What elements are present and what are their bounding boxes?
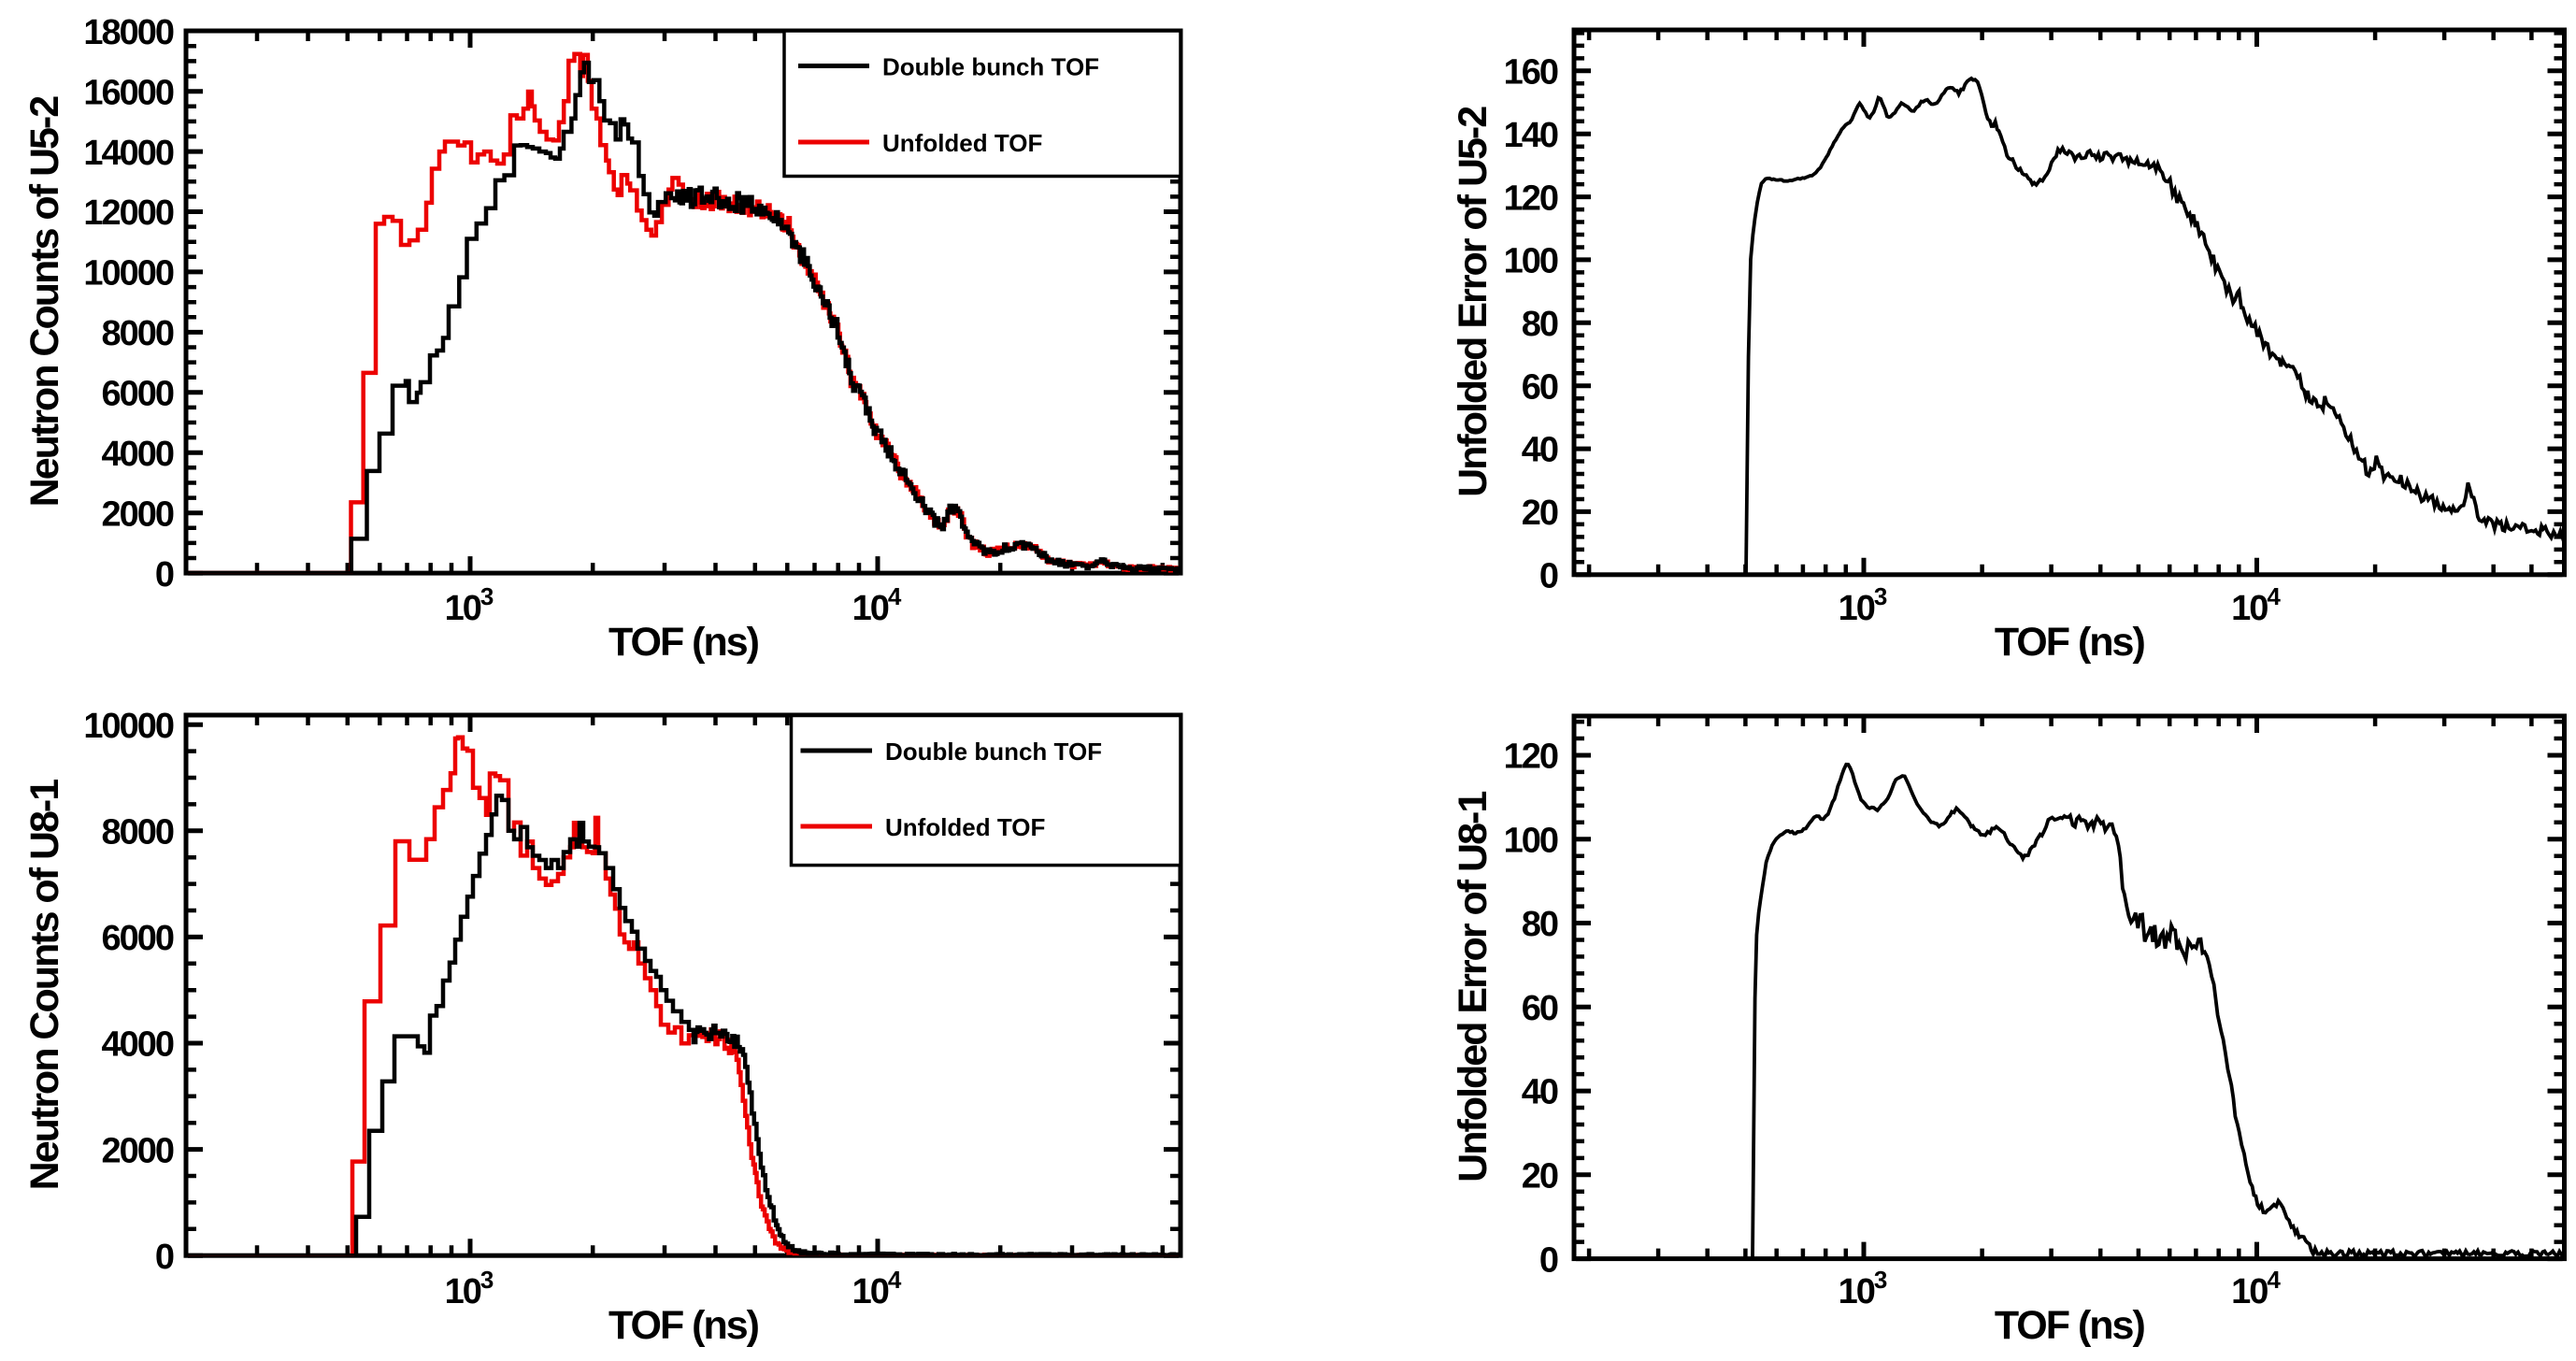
svg-text:TOF (ns): TOF (ns) [1995, 620, 2145, 665]
svg-text:Double bunch TOF: Double bunch TOF [882, 53, 1099, 81]
svg-text:40: 40 [1522, 431, 1558, 470]
svg-text:0: 0 [1539, 1240, 1558, 1280]
svg-text:80: 80 [1522, 905, 1558, 944]
svg-text:0: 0 [155, 1238, 174, 1277]
svg-text:Unfolded TOF: Unfolded TOF [882, 129, 1042, 157]
svg-text:103: 103 [1839, 582, 1887, 628]
svg-text:10000: 10000 [83, 707, 174, 746]
svg-text:Unfolded Error of U8-1: Unfolded Error of U8-1 [1451, 792, 1496, 1182]
svg-text:TOF (ns): TOF (ns) [608, 1303, 759, 1348]
svg-text:8000: 8000 [101, 314, 173, 353]
svg-text:6000: 6000 [101, 919, 173, 958]
svg-text:120: 120 [1504, 179, 1558, 218]
svg-text:14000: 14000 [83, 134, 174, 173]
svg-text:60: 60 [1522, 989, 1558, 1028]
svg-text:20: 20 [1522, 1157, 1558, 1196]
svg-text:140: 140 [1504, 116, 1558, 155]
svg-text:2000: 2000 [101, 1131, 173, 1170]
svg-text:0: 0 [1539, 557, 1558, 596]
svg-text:10000: 10000 [83, 254, 174, 294]
svg-text:16000: 16000 [83, 73, 174, 112]
svg-text:6000: 6000 [101, 375, 173, 414]
svg-text:8000: 8000 [101, 813, 173, 852]
svg-text:12000: 12000 [83, 193, 174, 233]
svg-text:80: 80 [1522, 305, 1558, 344]
svg-text:100: 100 [1504, 242, 1558, 281]
svg-text:4000: 4000 [101, 1025, 173, 1065]
svg-text:Double bunch TOF: Double bunch TOF [885, 738, 1102, 766]
svg-text:Unfolded TOF: Unfolded TOF [885, 813, 1045, 841]
svg-text:100: 100 [1504, 821, 1558, 860]
svg-text:Neutron Counts of U8-1: Neutron Counts of U8-1 [22, 780, 67, 1191]
svg-text:40: 40 [1522, 1073, 1558, 1112]
svg-text:20: 20 [1522, 494, 1558, 533]
svg-text:160: 160 [1504, 53, 1558, 93]
svg-text:60: 60 [1522, 367, 1558, 407]
svg-text:0: 0 [155, 555, 174, 595]
svg-text:Neutron Counts of U5-2: Neutron Counts of U5-2 [22, 96, 67, 508]
svg-text:120: 120 [1504, 738, 1558, 777]
svg-text:TOF (ns): TOF (ns) [608, 620, 759, 665]
svg-text:4000: 4000 [101, 435, 173, 474]
svg-text:Unfolded Error of U5-2: Unfolded Error of U5-2 [1451, 107, 1496, 497]
svg-text:18000: 18000 [83, 13, 174, 52]
svg-text:TOF (ns): TOF (ns) [1995, 1303, 2145, 1348]
svg-text:2000: 2000 [101, 494, 173, 534]
